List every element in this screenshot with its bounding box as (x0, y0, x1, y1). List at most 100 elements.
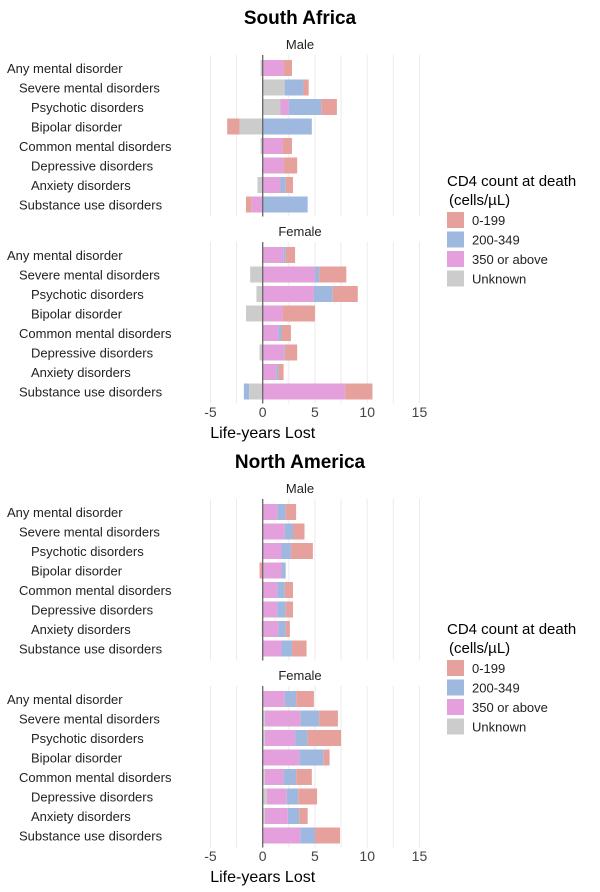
x-tick-label: 15 (412, 848, 428, 864)
bar-segment-g (262, 730, 265, 746)
bar-segment-b (278, 325, 282, 341)
legend-label: 350 or above (472, 252, 548, 267)
bar-segment-p (262, 286, 314, 302)
category-label: Anxiety disorders (31, 365, 131, 380)
legend-swatch-b (447, 231, 464, 248)
bar-segment-b (277, 582, 285, 598)
bar-segment-b (300, 710, 320, 727)
x-tick-label: 0 (259, 404, 267, 420)
legend-swatch-p (447, 699, 464, 715)
category-label: Any mental disorder (7, 505, 123, 520)
bar-segment-g (260, 60, 263, 76)
bar-segment-b (276, 364, 279, 380)
bar-segment-g (249, 383, 263, 400)
bar-segment-r (345, 383, 373, 400)
bar-segment-r (321, 99, 337, 115)
bar-segment-r (282, 305, 315, 322)
legend-subtitle: (cells/µL) (449, 192, 510, 209)
bar-segment-p (262, 247, 284, 263)
bar-segment-p (262, 504, 278, 520)
category-label: Depressive disorders (31, 790, 154, 805)
legend-label: 0-199 (472, 661, 505, 676)
x-tick-label: 15 (412, 404, 428, 420)
bar-segment-r (285, 504, 297, 520)
bar-segment-b (280, 177, 286, 193)
bar-segment-g (256, 286, 263, 302)
x-axis-label: Life-years Lost (210, 425, 315, 442)
bar-segment-p (264, 808, 288, 824)
bar-segment-p (262, 827, 301, 844)
category-label: Bipolar disorder (31, 307, 123, 322)
bar-segment-r (283, 157, 298, 174)
bar-segment-r (285, 621, 290, 637)
bar-segment-r (303, 79, 309, 96)
bar-segment-b (243, 383, 250, 400)
x-tick-label: 0 (259, 848, 267, 864)
legend-title: CD4 count at death (447, 173, 576, 190)
bar-segment-p (262, 157, 284, 174)
bar-segment-p (262, 691, 285, 707)
bar-segment-p (262, 325, 279, 341)
category-label: Severe mental disorders (19, 712, 160, 727)
bar-segment-b (278, 621, 286, 637)
bar-segment-r (293, 523, 305, 540)
bar-segment-g (239, 118, 263, 135)
category-label: Bipolar disorder (31, 751, 123, 766)
bar-segment-b (295, 730, 308, 746)
bar-segment-r (259, 562, 263, 579)
legend-swatch-b (447, 679, 464, 696)
bar-segment-r (291, 640, 307, 657)
legend-swatch-p (447, 251, 464, 267)
bar-segment-r (227, 118, 240, 135)
category-label: Common mental disorders (19, 770, 172, 785)
bar-segment-r (283, 60, 292, 76)
category-label: Any mental disorder (7, 248, 123, 263)
legend-label: 200-349 (472, 233, 520, 248)
category-label: Bipolar disorder (31, 120, 123, 135)
legend-swatch-g (447, 718, 464, 735)
bar-segment-b (283, 769, 297, 785)
legend-label: Unknown (472, 720, 526, 735)
legend-label: Unknown (472, 272, 526, 287)
bar-segment-p (262, 523, 285, 540)
bar-segment-p (262, 266, 315, 283)
bar-segment-p (262, 640, 282, 657)
category-label: Psychotic disorders (31, 731, 144, 746)
bar-segment-b (314, 266, 320, 283)
bar-segment-g (250, 266, 263, 283)
category-label: Psychotic disorders (31, 100, 144, 115)
bar-segment-r (299, 808, 308, 824)
bar-segment-g (262, 769, 265, 785)
category-label: Any mental disorder (7, 692, 123, 707)
x-axis-label: Life-years Lost (210, 869, 315, 886)
bar-segment-g (259, 344, 263, 361)
category-label: Common mental disorders (19, 139, 172, 154)
category-label: Psychotic disorders (31, 544, 144, 559)
legend-label: 0-199 (472, 213, 505, 228)
panel-label: Female (278, 224, 321, 239)
bar-segment-r (285, 177, 294, 193)
category-label: Anxiety disorders (31, 622, 131, 637)
bar-segment-b (281, 640, 292, 657)
x-tick-label: -5 (204, 848, 217, 864)
category-label: Depressive disorders (31, 159, 154, 174)
bar-segment-g (262, 808, 265, 824)
bar-segment-b (299, 749, 324, 766)
bar-segment-b (287, 808, 300, 824)
category-label: Any mental disorder (7, 61, 123, 76)
bar-segment-r (284, 344, 298, 361)
bar-segment-p (264, 710, 301, 727)
bar-segment-b (277, 601, 286, 618)
category-label: Severe mental disorders (19, 525, 160, 540)
bar-segment-r (319, 710, 338, 727)
bar-segment-b (313, 286, 333, 302)
panel-label: Female (278, 668, 321, 683)
category-label: Depressive disorders (31, 346, 154, 361)
bar-segment-p (266, 788, 287, 805)
bar-segment-p (262, 364, 277, 380)
bar-segment-p (251, 196, 263, 213)
legend-label: 200-349 (472, 681, 520, 696)
category-label: Substance use disorders (19, 829, 163, 844)
bar-segment-b (284, 523, 294, 540)
